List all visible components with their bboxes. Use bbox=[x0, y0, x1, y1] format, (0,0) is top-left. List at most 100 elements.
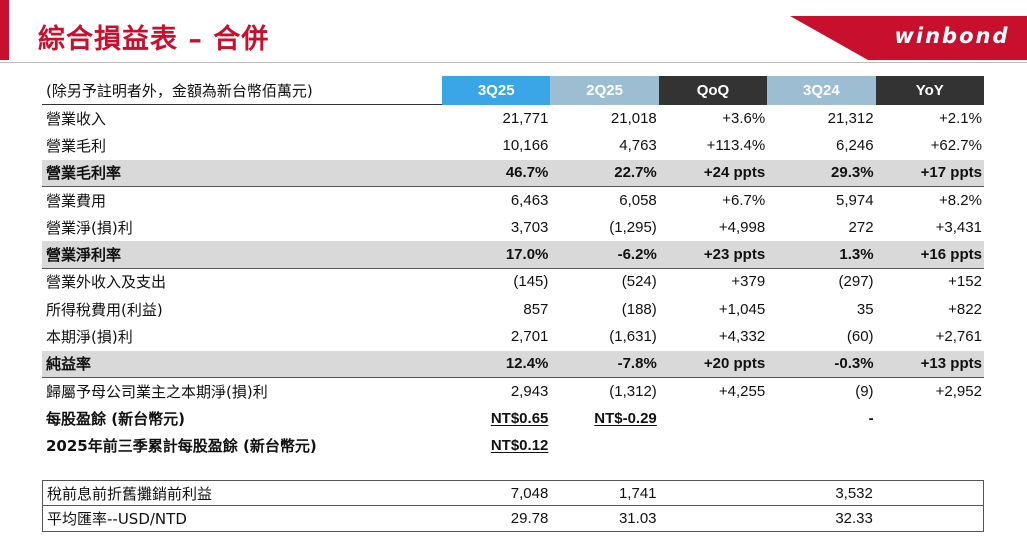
cell-qoq: +379 bbox=[731, 273, 766, 291]
eps-3q24: - bbox=[868, 409, 874, 427]
logo: winbond bbox=[790, 16, 1027, 60]
table-row-highlight: 純益率 12.4% -7.8% +20 ppts -0.3% +13 ppts bbox=[42, 350, 984, 378]
cell-2q25: -7.8% bbox=[617, 355, 657, 373]
cell-yoy: +2.1% bbox=[939, 109, 982, 127]
row-label: 純益率 bbox=[46, 355, 92, 374]
cell-yoy: +152 bbox=[948, 273, 982, 291]
cell-3q25: (145) bbox=[513, 273, 549, 291]
eps-ytd-label: 2025年前三季累計每股盈餘 (新台幣元) bbox=[46, 437, 317, 456]
cell-2q25: (1,312) bbox=[609, 382, 657, 400]
cell-2q25: 6,058 bbox=[619, 191, 657, 209]
column-header-3q25: 3Q25 bbox=[442, 75, 551, 105]
cell-qoq: +1,045 bbox=[718, 300, 766, 318]
table-row: 營業外收入及支出 (145) (524) +379 (297) +152 bbox=[42, 269, 984, 297]
cell-2q25: 21,018 bbox=[610, 109, 657, 127]
row-label: 所得稅費用(利益) bbox=[46, 300, 163, 319]
cell-2q25: 4,763 bbox=[619, 136, 657, 154]
table-row: 營業淨(損)利 3,703 (1,295) +4,998 272 +3,431 bbox=[42, 214, 984, 242]
table-header-row: (除另予註明者外，金額為新台幣佰萬元) 3Q25 2Q25 QoQ 3Q24 Y… bbox=[42, 75, 984, 105]
column-header-qoq: QoQ bbox=[658, 75, 768, 105]
cell-qoq: +4,998 bbox=[718, 218, 766, 236]
cell-3q25: 6,463 bbox=[510, 191, 549, 209]
cell-3q25: 21,771 bbox=[502, 109, 549, 127]
row-label: 營業收入 bbox=[46, 109, 107, 128]
table-row: 平均匯率--USD/NTD 29.78 31.03 32.33 bbox=[43, 506, 983, 531]
cell-yoy: +822 bbox=[948, 300, 982, 318]
cell-2q25: (188) bbox=[621, 300, 657, 318]
cell-3q25: 2,701 bbox=[510, 328, 549, 346]
cell-3q24: (9) bbox=[855, 382, 874, 400]
income-statement-table: (除另予註明者外，金額為新台幣佰萬元) 3Q25 2Q25 QoQ 3Q24 Y… bbox=[42, 75, 984, 460]
table-row: 歸屬予母公司業主之本期淨(損)利 2,943 (1,312) +4,255 (9… bbox=[42, 378, 984, 406]
cell-3q24: 3,532 bbox=[835, 484, 873, 502]
cell-yoy: +16 ppts bbox=[920, 246, 982, 264]
cell-3q24: 21,312 bbox=[827, 109, 874, 127]
cell-qoq: +20 ppts bbox=[703, 355, 766, 373]
row-label: 營業淨利率 bbox=[46, 246, 122, 265]
cell-3q24: 32.33 bbox=[835, 510, 873, 527]
table-row-highlight: 營業毛利率 46.7% 22.7% +24 ppts 29.3% +17 ppt… bbox=[42, 159, 984, 187]
table-row: 營業費用 6,463 6,058 +6.7% 5,974 +8.2% bbox=[42, 187, 984, 215]
eps-row: 每股盈餘 (新台幣元) NT$0.65 NT$-0.29 - bbox=[42, 405, 984, 433]
cell-qoq: +4,332 bbox=[718, 328, 766, 346]
cell-yoy: +2,952 bbox=[935, 382, 982, 400]
cell-qoq: +3.6% bbox=[722, 109, 766, 127]
page-title: 綜合損益表 – 合併 bbox=[38, 24, 270, 55]
cell-3q25: 857 bbox=[523, 300, 549, 318]
cell-3q25: 2,943 bbox=[510, 382, 549, 400]
logo-text: winbond bbox=[894, 24, 1010, 48]
row-label: 營業淨(損)利 bbox=[46, 218, 133, 237]
cell-3q25: 29.78 bbox=[510, 510, 549, 527]
table-row: 本期淨(損)利 2,701 (1,631) +4,332 (60) +2,761 bbox=[42, 323, 984, 351]
cell-2q25: (1,631) bbox=[609, 328, 657, 346]
table-row-highlight: 營業淨利率 17.0% -6.2% +23 ppts 1.3% +16 ppts bbox=[42, 241, 984, 269]
table-row: 所得稅費用(利益) 857 (188) +1,045 35 +822 bbox=[42, 296, 984, 324]
eps-ytd-3q25: NT$0.12 bbox=[490, 437, 549, 455]
cell-2q25: 22.7% bbox=[614, 164, 657, 182]
cell-3q24: 272 bbox=[848, 218, 874, 236]
cell-3q25: 7,048 bbox=[510, 484, 549, 502]
cell-qoq: +113.4% bbox=[706, 136, 766, 154]
logo-band-shape bbox=[790, 16, 1027, 60]
cell-yoy: +8.2% bbox=[939, 191, 982, 209]
cell-3q24: 6,246 bbox=[836, 136, 874, 154]
row-label: 平均匯率--USD/NTD bbox=[47, 510, 187, 528]
row-label: 營業外收入及支出 bbox=[46, 273, 167, 292]
column-header-3q24: 3Q24 bbox=[767, 75, 876, 105]
cell-3q24: (60) bbox=[846, 328, 874, 346]
column-header-yoy: YoY bbox=[875, 75, 984, 105]
supplementary-box: 稅前息前折舊攤銷前利益 7,048 1,741 3,532 平均匯率--USD/… bbox=[42, 480, 984, 532]
cell-2q25: (524) bbox=[621, 273, 657, 291]
cell-2q25: 1,741 bbox=[618, 484, 657, 502]
table-row: 營業毛利 10,166 4,763 +113.4% 6,246 +62.7% bbox=[42, 132, 984, 160]
table-row: 稅前息前折舊攤銷前利益 7,048 1,741 3,532 bbox=[43, 481, 983, 506]
cell-qoq: +4,255 bbox=[718, 382, 766, 400]
cell-yoy: +2,761 bbox=[935, 328, 982, 346]
row-label: 營業費用 bbox=[46, 191, 107, 210]
cell-qoq: +23 ppts bbox=[703, 246, 766, 264]
eps-label: 每股盈餘 (新台幣元) bbox=[46, 409, 185, 428]
cell-yoy: +13 ppts bbox=[920, 355, 982, 373]
cell-3q24: -0.3% bbox=[834, 355, 874, 373]
cell-2q25: 31.03 bbox=[618, 510, 657, 527]
cell-qoq: +6.7% bbox=[722, 191, 766, 209]
eps-2q25: NT$-0.29 bbox=[594, 409, 657, 427]
header-accent-bar bbox=[0, 0, 9, 60]
cell-3q24: 29.3% bbox=[831, 164, 874, 182]
table-row: 營業收入 21,771 21,018 +3.6% 21,312 +2.1% bbox=[42, 105, 984, 133]
cell-3q24: 5,974 bbox=[836, 191, 874, 209]
eps-3q25: NT$0.65 bbox=[490, 409, 549, 427]
cell-3q24: (297) bbox=[838, 273, 874, 291]
cell-2q25: (1,295) bbox=[609, 218, 657, 236]
cell-3q25: 17.0% bbox=[505, 246, 549, 264]
row-label: 本期淨(損)利 bbox=[46, 328, 133, 347]
cell-qoq: +24 ppts bbox=[703, 164, 766, 182]
cell-3q25: 46.7% bbox=[505, 164, 549, 182]
title-divider bbox=[0, 62, 1027, 63]
cell-yoy: +62.7% bbox=[930, 136, 982, 154]
cell-2q25: -6.2% bbox=[617, 246, 657, 264]
row-label: 稅前息前折舊攤銷前利益 bbox=[47, 484, 213, 503]
cell-3q25: 3,703 bbox=[510, 218, 549, 236]
cell-yoy: +3,431 bbox=[935, 218, 982, 236]
column-header-2q25: 2Q25 bbox=[550, 75, 659, 105]
